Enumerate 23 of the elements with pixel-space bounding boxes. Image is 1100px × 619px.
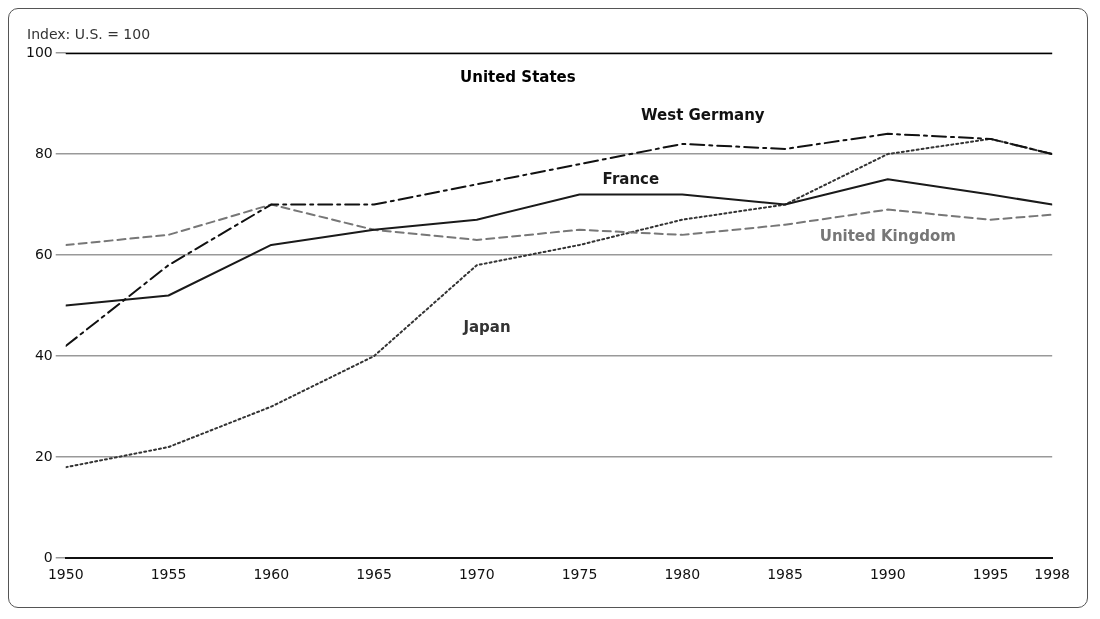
y-axis-title: Index: U.S. = 100 [27,25,151,42]
y-tick-label: 20 [34,447,53,464]
series-label: France [602,170,660,189]
x-tick-label: 1970 [458,566,495,583]
x-tick-label: 1980 [664,566,701,583]
y-tick-label: 40 [34,346,53,363]
series-label: United States [460,68,576,87]
y-tick-label: 100 [25,43,53,60]
text: Japan [462,318,511,337]
x-tick-label: 1965 [356,566,392,583]
series-label: United Kingdom [819,227,956,246]
x-tick-label: 1998 [1034,566,1071,583]
y-tick-label: 0 [43,548,53,565]
x-tick-label: 1950 [47,566,84,583]
x-tick-label: 1985 [767,566,803,583]
x-tick-label: 1960 [253,566,290,583]
series-label: West Germany [641,106,765,125]
y-tick-label: 60 [34,245,53,262]
y-tick-label: 80 [34,144,53,161]
x-tick-label: 1955 [150,566,187,583]
x-tick-label: 1975 [561,566,598,583]
x-tick-label: 1990 [869,566,906,583]
x-tick-label: 1995 [972,566,1009,583]
